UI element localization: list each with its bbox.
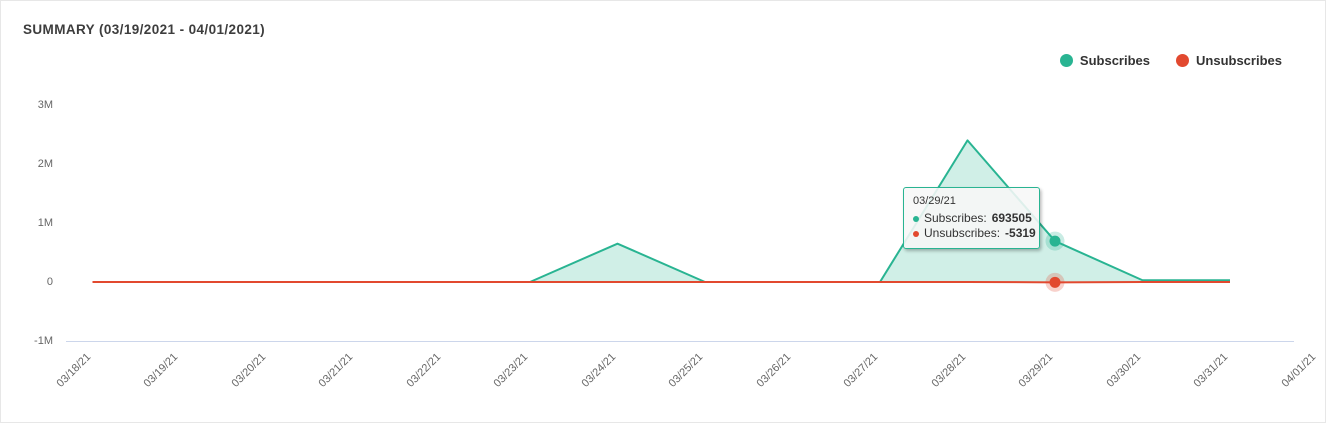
tooltip-value-unsubscribes: -5319 [1005, 226, 1036, 240]
tooltip-label-subscribes: Subscribes: [924, 211, 987, 225]
legend-label-subscribes: Subscribes [1079, 53, 1151, 68]
legend-item-unsubscribes[interactable]: Unsubscribes [1176, 53, 1282, 68]
y-axis-label: -1M [34, 335, 53, 347]
chart-tooltip: 03/29/21 Subscribes: 693505 Unsubscribes… [903, 187, 1040, 249]
legend-label-unsubscribes: Unsubscribes [1196, 53, 1282, 68]
y-axis-label: 0 [46, 276, 53, 288]
subscribes-marker[interactable] [1049, 235, 1061, 247]
tooltip-row-unsubscribes: Unsubscribes: -5319 [913, 226, 1036, 241]
tooltip-label-unsubscribes: Unsubscribes: [924, 226, 1001, 240]
page-title: SUMMARY (03/19/2021 - 04/01/2021) [23, 22, 266, 37]
tooltip-value-subscribes: 693505 [991, 211, 1032, 225]
unsubscribes-dot-icon [1176, 54, 1190, 67]
subscribes-dot-icon [1059, 54, 1073, 67]
unsubscribes-bullet-icon [913, 230, 919, 237]
unsubscribes-marker[interactable] [1049, 276, 1061, 288]
subscribes-area [92, 140, 1230, 282]
y-axis-label: 1M [37, 217, 53, 229]
subscribes-bullet-icon [913, 215, 919, 222]
legend-item-subscribes[interactable]: Subscribes [1059, 53, 1151, 68]
chart-legend: Subscribes Unsubscribes [1059, 53, 1282, 68]
y-axis-label: 3M [37, 99, 53, 111]
tooltip-row-subscribes: Subscribes: 693505 [913, 211, 1032, 226]
y-axis-label: 2M [37, 158, 53, 170]
tooltip-date: 03/29/21 [913, 195, 956, 207]
